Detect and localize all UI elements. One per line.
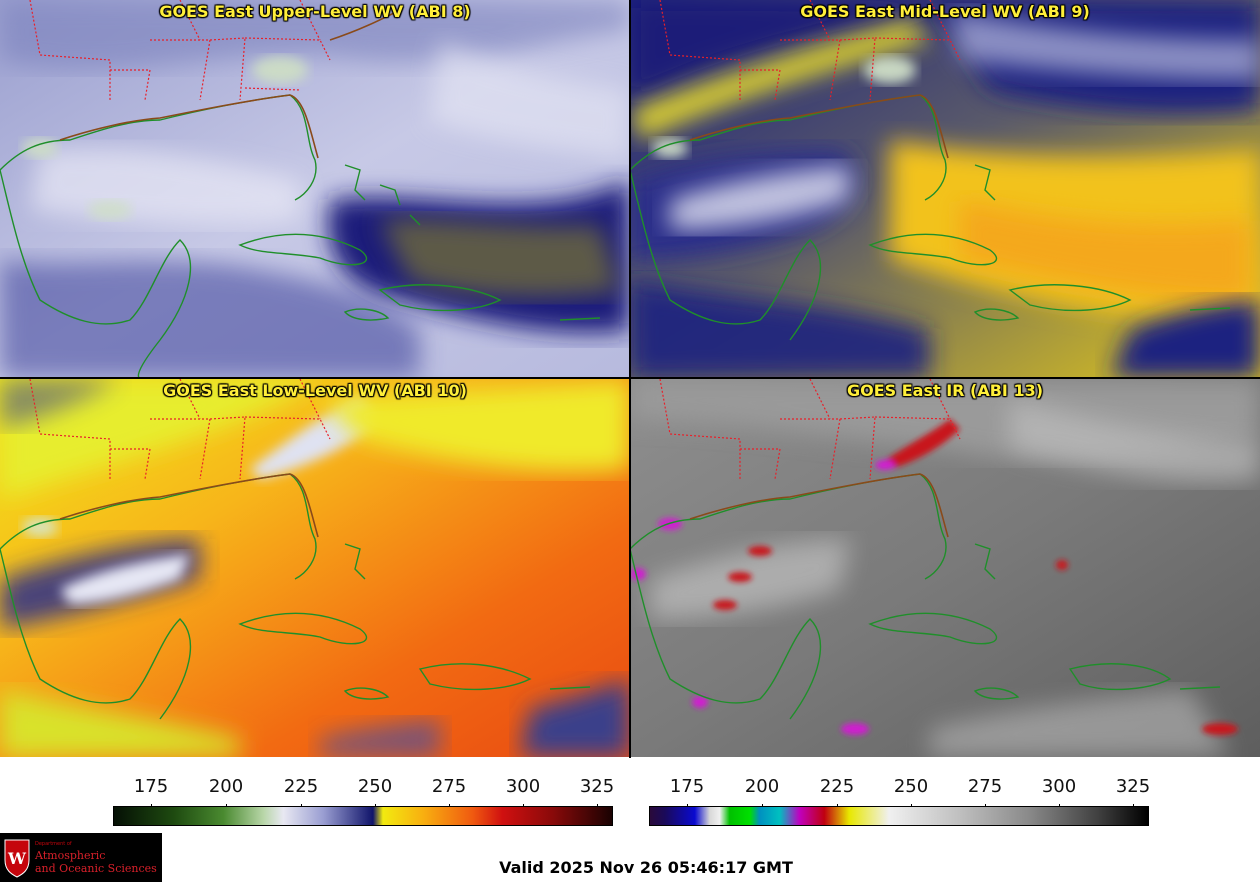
ir-tick-label: 250 [893,776,929,797]
valid-time: Valid 2025 Nov 26 05:46:17 GMT [499,858,793,877]
panel-title: GOES East Mid-Level WV (ABI 9) [800,2,1090,21]
logo-line-1: Atmospheric [35,849,106,862]
panel-title: GOES East Low-Level WV (ABI 10) [163,381,467,400]
ir-image [630,379,1260,757]
aos-logo: W Department of Atmospheric and Oceanic … [0,833,162,882]
panel-ir: GOES East IR (ABI 13) [630,379,1260,757]
low-level-wv-image [0,379,630,757]
upper-level-wv-image [0,0,630,378]
ir-tick-label: 275 [967,776,1003,797]
mid-level-wv-image [630,0,1260,378]
ir-colorbar: 175 200 225 250 275 300 325 [649,776,1151,828]
wv-tick-label: 225 [283,776,319,797]
wv-tick-label: 250 [357,776,393,797]
wv-tick-label: 300 [505,776,541,797]
wv-tick-label: 275 [431,776,467,797]
ir-colorbar-gradient [649,806,1149,826]
panel-divider-horizontal [0,377,1260,379]
crest-letter: W [7,849,27,868]
wv-tick-label: 175 [133,776,169,797]
ir-tick-label: 225 [819,776,855,797]
panel-divider-vertical [629,0,631,758]
ir-tick-label: 300 [1041,776,1077,797]
ir-tick-label: 200 [744,776,780,797]
panel-mid-level-wv: GOES East Mid-Level WV (ABI 9) [630,0,1260,378]
logo-line-2: and Oceanic Sciences [35,862,157,875]
wv-tick-label: 325 [579,776,615,797]
wv-tick-label: 200 [208,776,244,797]
ir-tick-label: 325 [1115,776,1151,797]
panel-title: GOES East IR (ABI 13) [846,381,1044,400]
wv-colorbar-gradient [113,806,613,826]
wv-colorbar: 175 200 225 250 275 300 325 [113,776,615,828]
panel-upper-level-wv: GOES East Upper-Level WV (ABI 8) [0,0,630,378]
ir-tick-label: 175 [669,776,705,797]
logo-department: Department of [35,841,72,847]
uw-crest-icon: W [4,839,30,878]
panel-low-level-wv: GOES East Low-Level WV (ABI 10) [0,379,630,757]
panel-title: GOES East Upper-Level WV (ABI 8) [159,2,471,21]
